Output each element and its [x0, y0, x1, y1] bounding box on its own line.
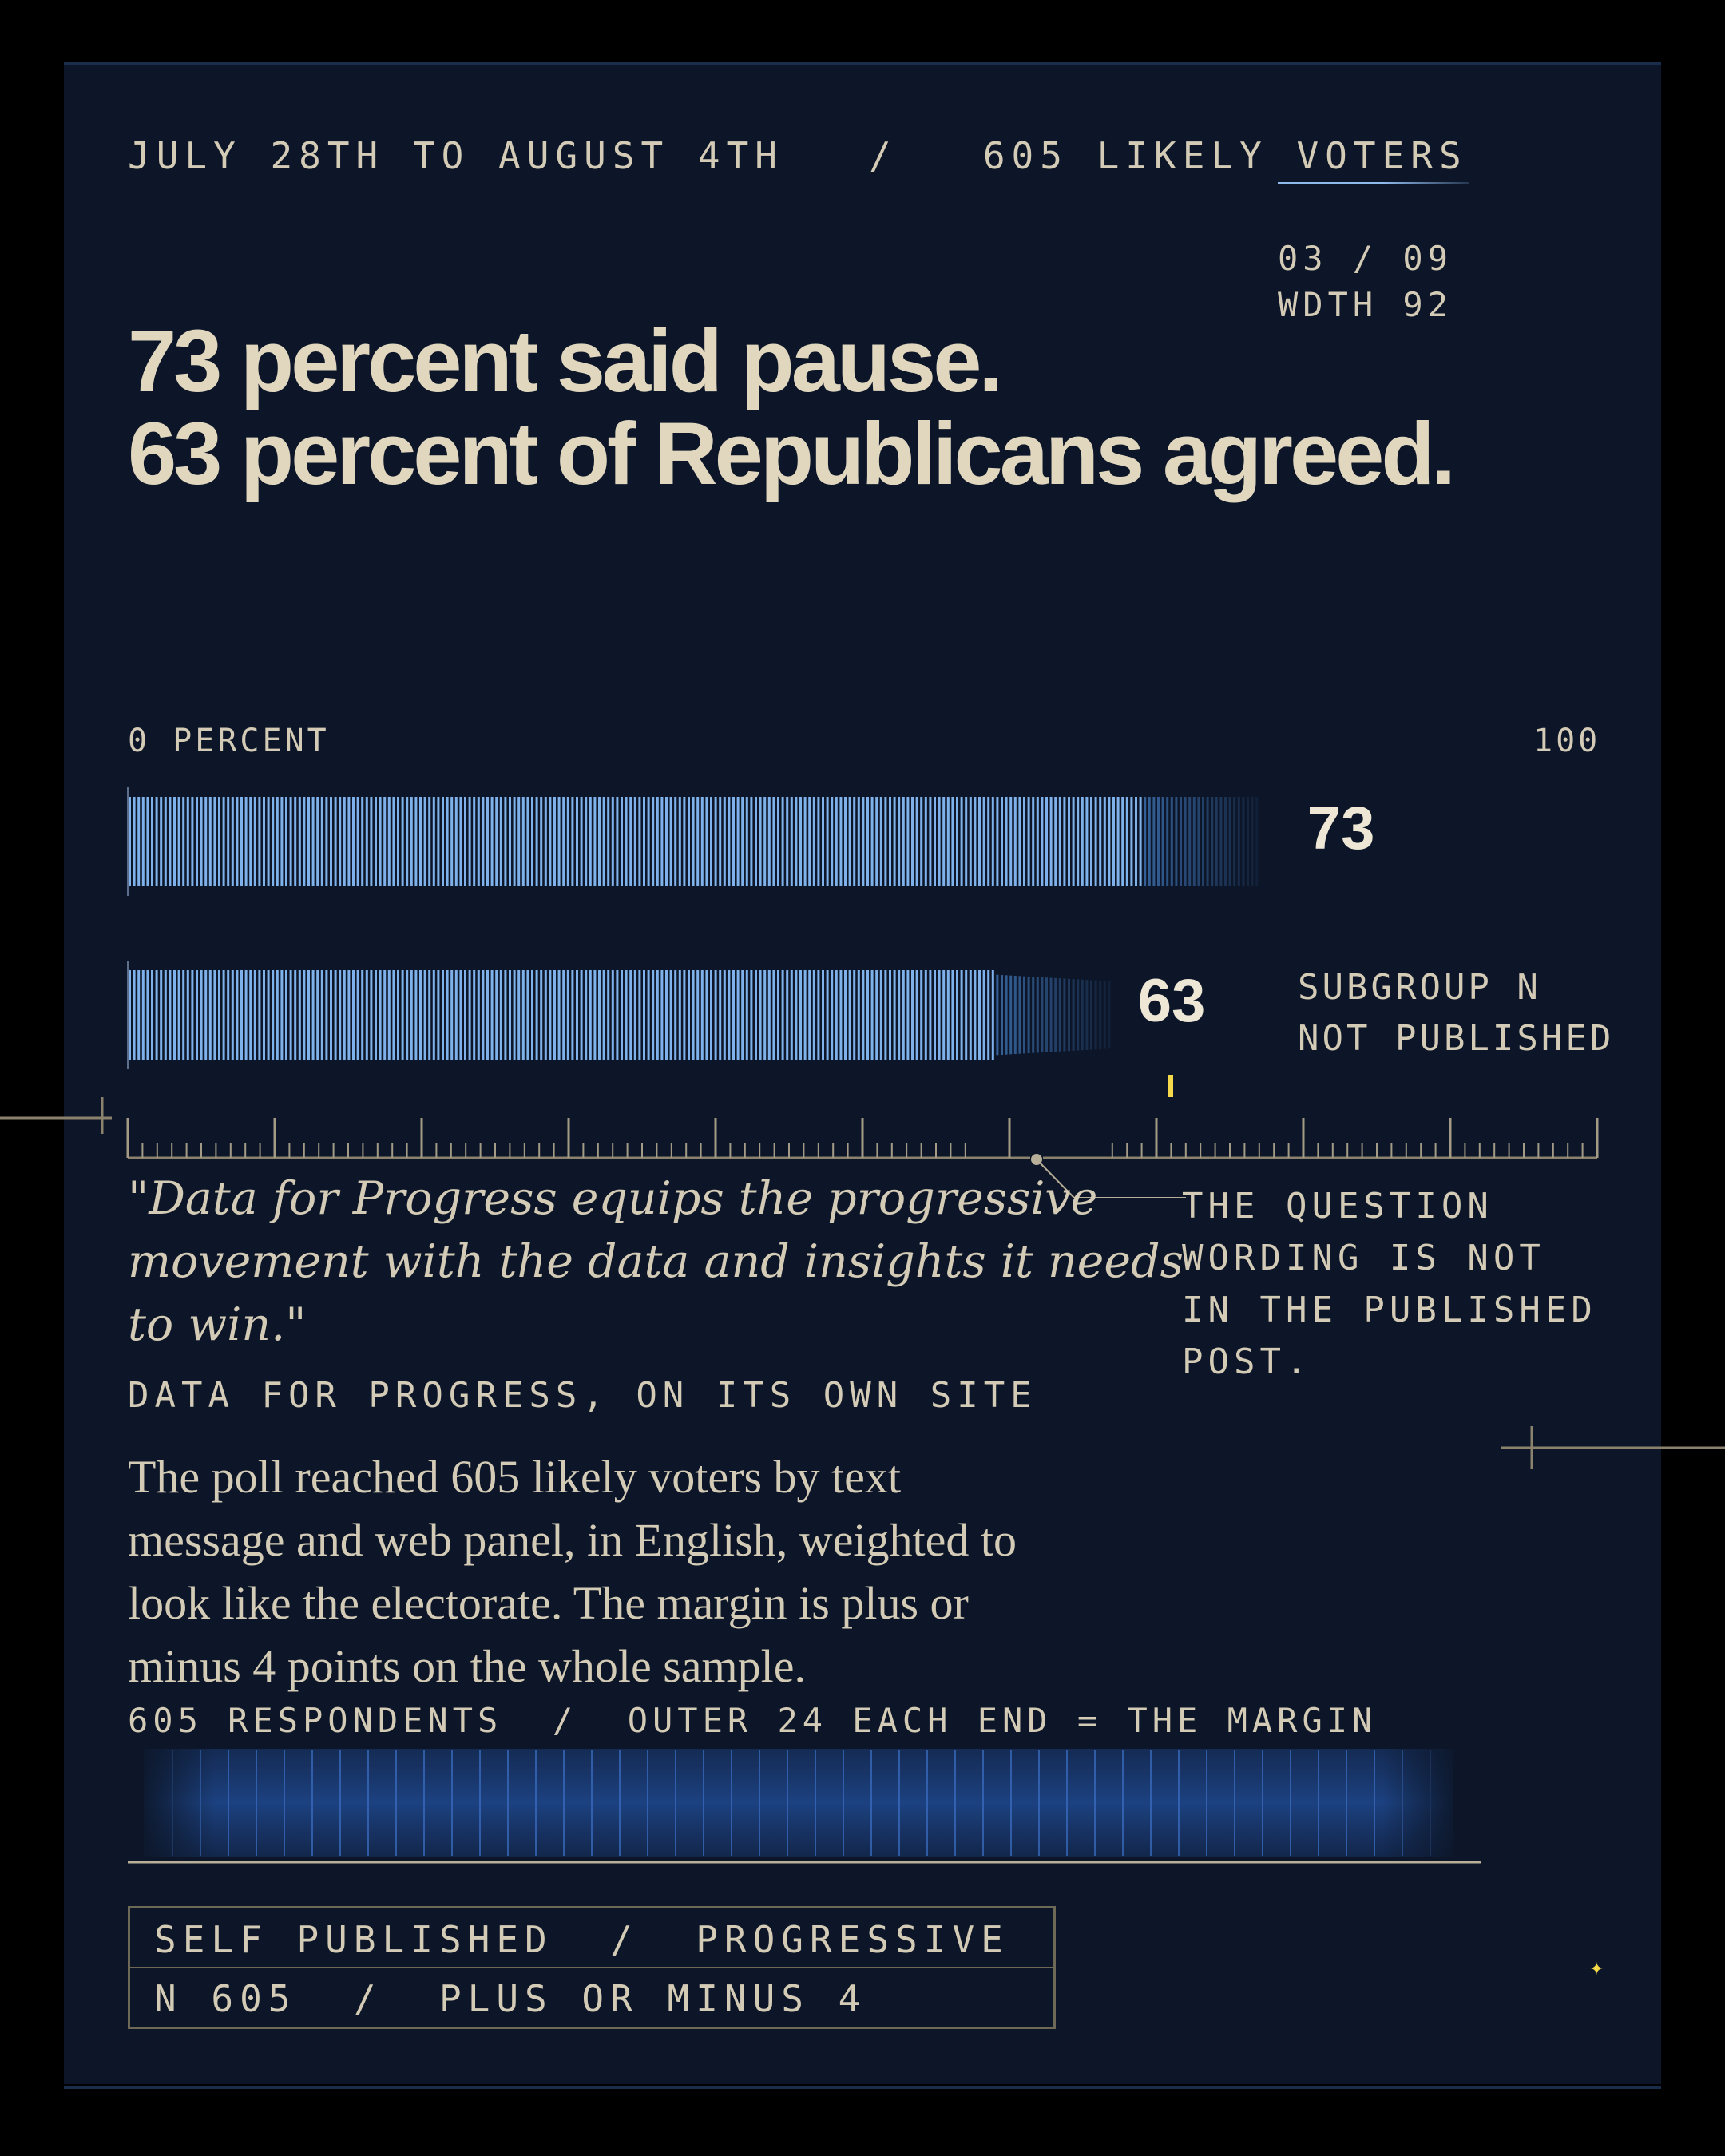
- footer-line-1: SELF PUBLISHED / PROGRESSIVE: [154, 1918, 1009, 1961]
- sparkle-icon: ✦: [1589, 1960, 1604, 1980]
- bar-group: [127, 787, 1259, 1069]
- highlight-tick-icon: [1168, 1075, 1173, 1097]
- pollster-quote: "Data for Progress equips the progressiv…: [128, 1172, 1184, 1351]
- card-bottom-edge: [64, 2086, 1661, 2089]
- axis-min-label: 0 PERCENT: [128, 723, 330, 759]
- card-top-edge: [64, 62, 1661, 65]
- axis-max-label: 100: [1533, 723, 1601, 759]
- page-indicator: 03 / 09 WDTH 92: [1278, 236, 1453, 328]
- headline-line-1: 73 percent said pause.: [128, 312, 1003, 410]
- methodology-paragraph: The poll reached 605 likely voters by te…: [128, 1451, 1017, 1692]
- subgroup-note: SUBGROUP N NOT PUBLISHED: [1298, 967, 1615, 1059]
- footer-line-2: N 605 / PLUS OR MINUS 4: [154, 1977, 867, 2020]
- crosshair-left-icon: [0, 1097, 112, 1134]
- bar-value-label-total: 73: [1307, 795, 1375, 862]
- bar-value-label-republicans: 63: [1137, 967, 1206, 1035]
- page-count: 03 / 09: [1278, 239, 1453, 278]
- respondents-label: 605 RESPONDENTS / OUTER 24 EACH END = TH…: [128, 1701, 1378, 1740]
- width-label: WDTH 92: [1278, 285, 1453, 324]
- axis-ruler: [126, 1075, 1599, 1198]
- question-wording-note: THE QUESTION WORDING IS NOT IN THE PUBLI…: [1182, 1186, 1597, 1382]
- respondent-strip-fade: [136, 1749, 1461, 1857]
- bar-1: [127, 961, 1111, 1069]
- headline: 73 percent said pause. 63 percent of Rep…: [128, 312, 1456, 503]
- poll-card: [64, 64, 1661, 2084]
- callout-leader-line: [1036, 1159, 1186, 1198]
- kicker-underline: [1278, 182, 1469, 184]
- headline-line-2: 63 percent of Republicans agreed.: [128, 405, 1456, 503]
- respondent-strip: [128, 1749, 1481, 1864]
- bar-0: [127, 787, 1259, 896]
- crosshair-right-icon: [1501, 1426, 1725, 1469]
- footer-divider: [130, 1967, 1053, 1968]
- source-footer-box: SELF PUBLISHED / PROGRESSIVE N 605 / PLU…: [128, 1906, 1056, 2029]
- bar-chart: [126, 787, 1599, 1198]
- date-range-kicker: JULY 28TH TO AUGUST 4TH / 605 LIKELY VOT…: [128, 134, 1468, 177]
- quote-source: DATA FOR PROGRESS, ON ITS OWN SITE: [128, 1375, 1037, 1416]
